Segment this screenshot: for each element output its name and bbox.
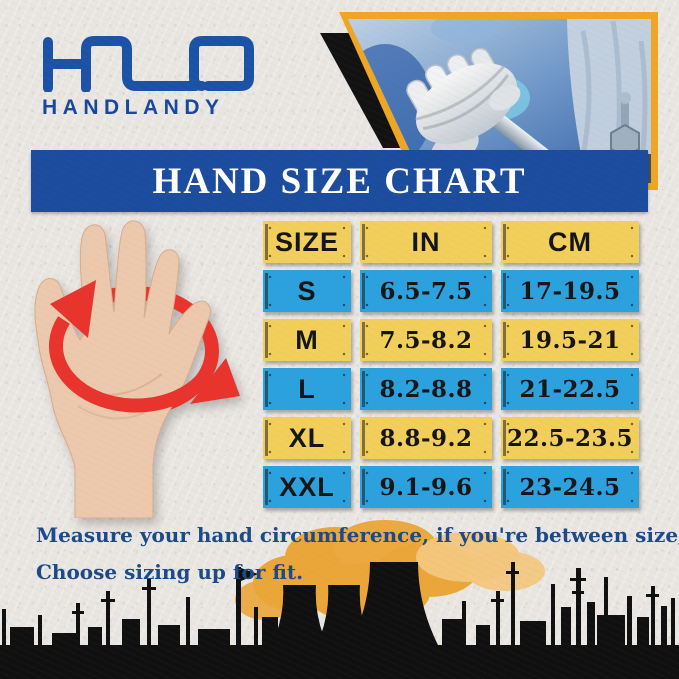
glove-shape <box>406 47 521 167</box>
hand-measure-icon <box>34 220 240 518</box>
row-l-cm: 21-22.5 <box>501 368 639 410</box>
row-l-size: L <box>263 368 351 410</box>
row-m-in: 7.5-8.2 <box>360 319 492 361</box>
row-m-size: M <box>263 319 351 361</box>
row-l-in: 8.2-8.8 <box>360 368 492 410</box>
row-s-in: 6.5-7.5 <box>360 270 492 312</box>
page-title: HAND SIZE CHART <box>152 160 527 202</box>
header-cm: CM <box>501 221 639 263</box>
title-bar: HAND SIZE CHART <box>31 150 648 212</box>
circular-arrow-icon <box>48 280 240 413</box>
header-in: IN <box>360 221 492 263</box>
row-xxl-cm: 23-24.5 <box>501 466 639 508</box>
row-xl-cm: 22.5-23.5 <box>501 417 639 459</box>
brand-monogram-icon <box>43 36 254 92</box>
hand-shape <box>34 220 211 518</box>
header-size: SIZE <box>263 221 351 263</box>
row-m-cm: 19.5-21 <box>501 319 639 361</box>
row-s-cm: 17-19.5 <box>501 270 639 312</box>
note-line-1: Measure your hand circumference, if you'… <box>36 523 679 547</box>
factory-skyline-silhouette <box>0 520 679 679</box>
row-s-size: S <box>263 270 351 312</box>
brand-logo: HANDLANDY <box>40 30 258 120</box>
hand-size-table: SIZE IN CM S 6.5-7.5 17-19.5 M 7.5-8.2 1… <box>263 221 639 508</box>
row-xxl-in: 9.1-9.6 <box>360 466 492 508</box>
note-line-2: Choose sizing up for fit. <box>36 560 304 584</box>
skyline-shapes <box>0 562 679 679</box>
row-xl-size: XL <box>263 417 351 459</box>
brand-name: HANDLANDY <box>42 96 225 119</box>
row-xxl-size: XXL <box>263 466 351 508</box>
row-xl-in: 8.8-9.2 <box>360 417 492 459</box>
